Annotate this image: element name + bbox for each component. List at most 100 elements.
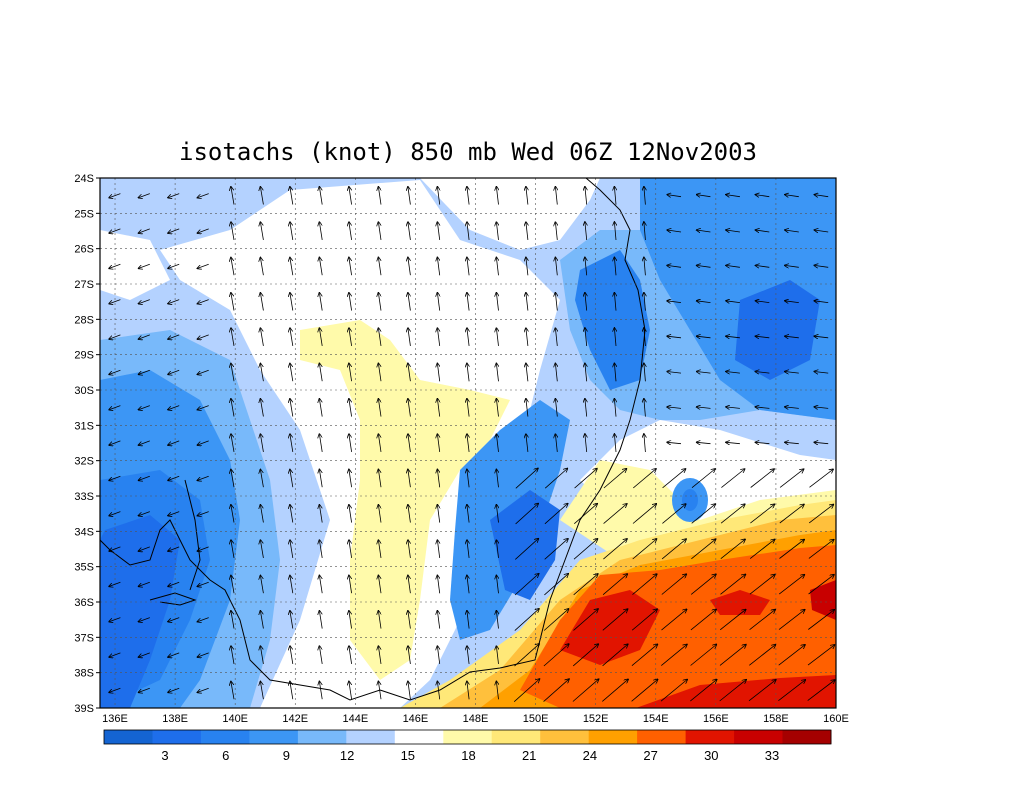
longitude-label: 158E (763, 713, 789, 725)
wind-vector (602, 679, 628, 702)
wind-vector (378, 363, 382, 382)
wind-vector (574, 469, 597, 489)
wind-vector (719, 645, 746, 666)
wind-vector (614, 363, 616, 382)
wind-vector (721, 469, 744, 488)
colorbar-label: 24 (583, 748, 597, 763)
wind-vector (778, 645, 805, 666)
wind-vector (779, 540, 805, 559)
wind-vector (260, 470, 264, 488)
wind-vector (290, 434, 294, 452)
wind-vector (408, 363, 411, 382)
wind-vector (697, 372, 711, 374)
wind-vector (197, 546, 209, 551)
wind-vector (319, 611, 323, 629)
wind-vector (720, 574, 746, 595)
longitude-labels: 136E 138E 140E 142E 144E 146E 148E 150E 152E 154E… (102, 713, 849, 725)
wind-vector (807, 680, 835, 701)
wind-vector (496, 222, 498, 240)
wind-vector (467, 257, 469, 276)
wind-vector (319, 187, 323, 205)
colorbar-label: 9 (283, 748, 290, 763)
wind-vector (231, 399, 235, 417)
wind-vector (437, 434, 439, 452)
colorbar-swatch (443, 730, 493, 744)
longitude-label: 142E (282, 713, 308, 725)
wind-vector (290, 364, 294, 382)
wind-vector (667, 336, 682, 338)
wind-vector (585, 222, 587, 241)
wind-vector (467, 611, 469, 629)
wind-vector (526, 434, 528, 452)
wind-vector (168, 511, 180, 516)
wind-vector (378, 646, 382, 664)
longitude-label: 144E (342, 713, 368, 725)
wind-vector (260, 222, 264, 240)
wind-vector (585, 257, 587, 276)
wind-vector (661, 644, 687, 666)
colorbar-label: 21 (522, 748, 536, 763)
colorbar-swatch (104, 730, 153, 744)
wind-vector (349, 363, 352, 382)
wind-vector (814, 265, 829, 267)
wind-vector (467, 469, 469, 488)
wind-vector (614, 222, 616, 241)
wind-vector (290, 576, 294, 594)
wind-vector (437, 328, 439, 346)
wind-vector (755, 407, 770, 409)
wind-vector (319, 469, 323, 488)
wind-vector (544, 504, 568, 525)
plot-frame (99, 177, 837, 709)
wind-vector (661, 609, 687, 631)
wind-vector (514, 574, 539, 596)
wind-vector (572, 679, 599, 702)
wind-vector (168, 617, 180, 622)
wind-vector (785, 301, 799, 303)
wind-vector (139, 511, 150, 516)
wind-vector (719, 680, 747, 702)
colorbar-swatch (491, 730, 541, 744)
wind-vector (260, 611, 264, 629)
wind-vector (756, 336, 770, 338)
wind-vector (585, 399, 587, 417)
wind-vector (139, 546, 150, 551)
wind-vector (585, 293, 587, 311)
latitude-label: 39S (74, 703, 94, 715)
wind-vector (290, 540, 294, 558)
wind-vector (378, 328, 382, 346)
latitude-label: 34S (74, 526, 94, 538)
wind-vector (585, 434, 587, 453)
latitude-label: 28S (74, 314, 94, 326)
wind-vector (555, 363, 557, 382)
wind-vector (408, 505, 411, 523)
wind-vector (555, 328, 557, 346)
wind-vector (231, 328, 235, 346)
wind-vector (644, 363, 646, 382)
wind-vector (319, 646, 323, 664)
longitude-label: 136E (102, 713, 128, 725)
wind-vector (515, 539, 538, 560)
wind-vector (667, 301, 682, 303)
wind-vector (260, 399, 264, 417)
wind-vector (814, 230, 829, 232)
wind-vector (785, 230, 799, 232)
wind-vector (408, 222, 411, 240)
wind-vector (168, 334, 180, 339)
wind-vector (726, 195, 740, 197)
wind-vector (697, 442, 711, 443)
wind-vector (349, 187, 352, 205)
wind-vector (631, 679, 658, 702)
wind-vector (614, 328, 616, 347)
wind-vector (467, 505, 469, 523)
wind-vector (690, 645, 717, 666)
wind-vector (139, 369, 150, 374)
wind-vector (349, 575, 352, 594)
wind-vector (515, 468, 538, 489)
wind-vector (526, 293, 528, 311)
wind-vector (109, 652, 121, 657)
wind-vector (496, 363, 498, 382)
wind-vector (496, 328, 498, 346)
wind-vector (378, 257, 382, 276)
wind-vector (197, 440, 209, 445)
wind-vector (691, 539, 715, 560)
